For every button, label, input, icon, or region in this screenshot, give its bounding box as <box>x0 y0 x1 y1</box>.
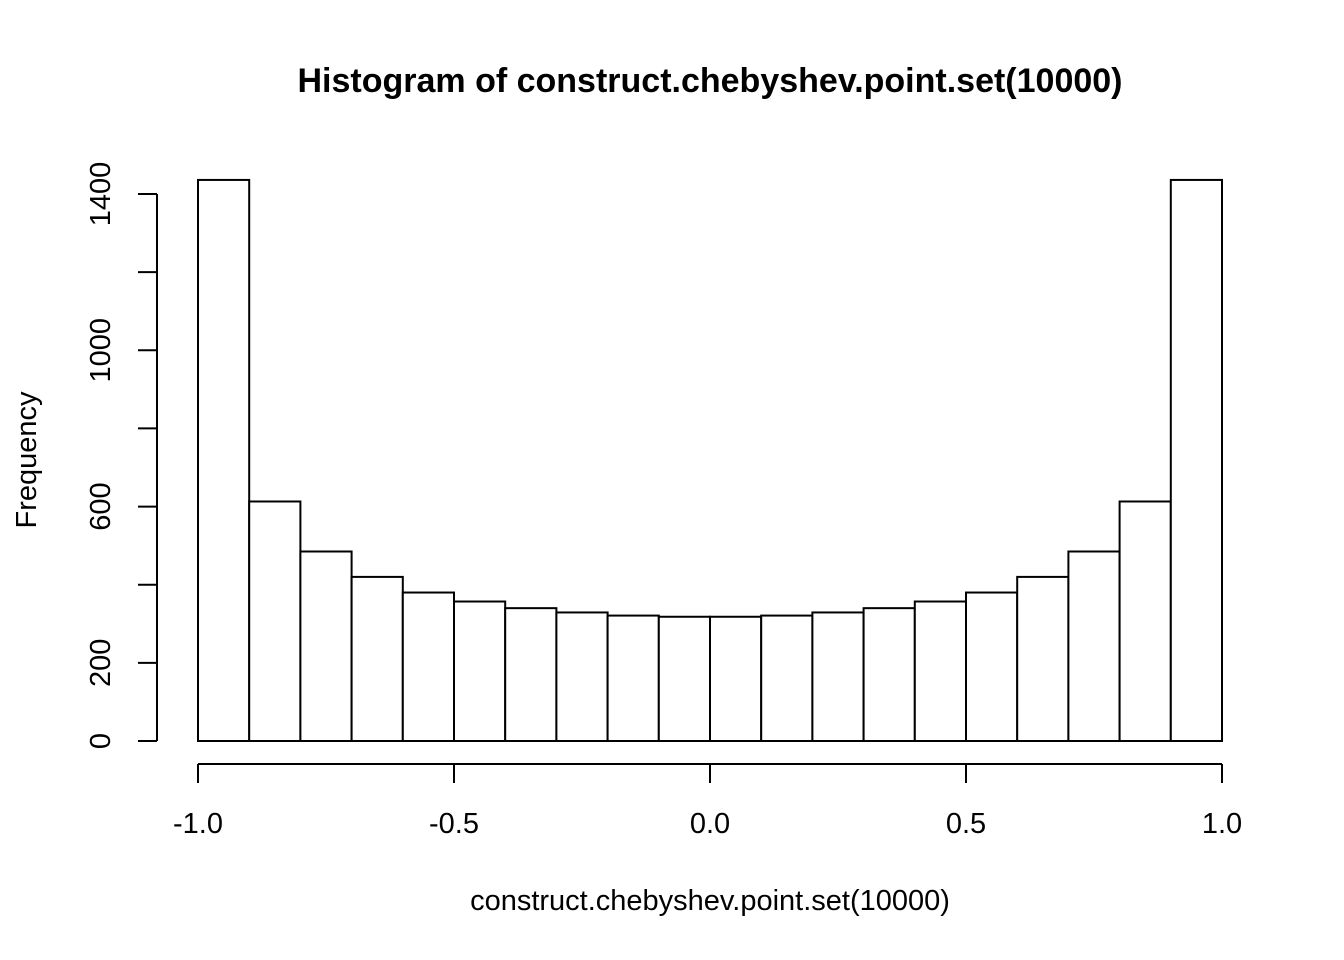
histogram-bar <box>760 614 814 742</box>
histogram-bar <box>1118 500 1172 743</box>
histogram-bar <box>606 614 660 742</box>
histogram-bar <box>862 607 916 743</box>
histogram-bar <box>248 500 302 743</box>
histogram-bar <box>401 591 455 742</box>
y-tick-label: 200 <box>85 639 117 687</box>
histogram-bar <box>197 178 251 743</box>
histogram-bar <box>657 615 711 743</box>
histogram-bar <box>965 591 1019 742</box>
x-tick-label: -1.0 <box>173 808 223 840</box>
y-axis: 0 200 600 1000 1400 <box>85 162 158 749</box>
y-axis-label: Frequency <box>11 391 43 529</box>
x-tick-label: 0.0 <box>690 808 730 840</box>
histogram-bar <box>1067 550 1121 743</box>
histogram-bar <box>299 550 353 743</box>
x-tick-label: 1.0 <box>1202 808 1242 840</box>
histogram-bar <box>709 615 763 743</box>
histogram-bar <box>453 600 507 743</box>
y-tick-label: 1400 <box>85 162 117 227</box>
histogram-bar <box>1169 178 1224 743</box>
histogram-bar <box>350 575 404 743</box>
y-tick-label: 600 <box>85 482 117 530</box>
histogram-bar <box>913 600 967 743</box>
y-tick-label: 0 <box>85 733 117 749</box>
histogram-bar <box>504 607 558 743</box>
histogram-bar <box>1016 575 1070 743</box>
x-axis: -1.0 -0.5 0.0 0.5 1.0 <box>173 763 1242 840</box>
chart-title: Histogram of construct.chebyshev.point.s… <box>297 62 1122 100</box>
histogram-bar <box>811 611 865 743</box>
x-axis-label: construct.chebyshev.point.set(10000) <box>470 885 950 917</box>
bars-group <box>197 178 1224 743</box>
x-tick-label: 0.5 <box>946 808 986 840</box>
y-tick-label: 1000 <box>85 318 117 383</box>
histogram-bar <box>555 611 609 743</box>
x-tick-label: -0.5 <box>429 808 479 840</box>
